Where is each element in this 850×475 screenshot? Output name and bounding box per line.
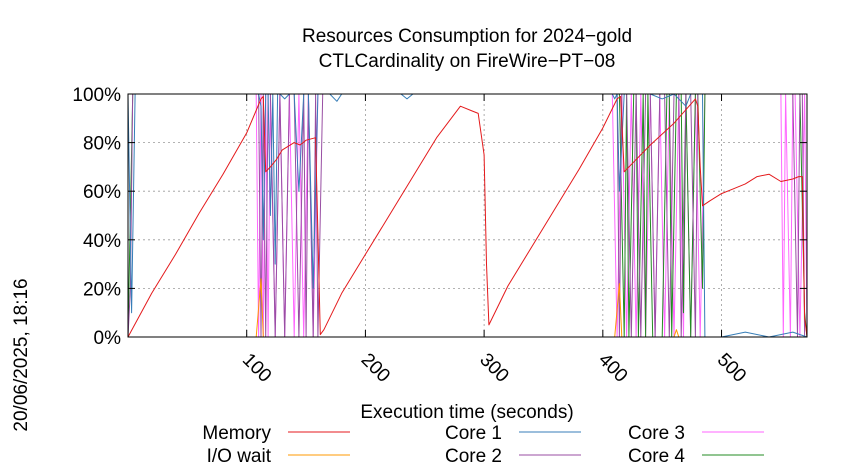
series-line-core-2 [127, 93, 807, 338]
x-tick-label: 200 [357, 349, 394, 386]
grid-lines [128, 94, 807, 337]
legend-label: Core 2 [445, 446, 502, 467]
y-tick-label: 0% [94, 328, 122, 349]
series-line-i-o-wait [128, 278, 807, 338]
x-tick-label: 400 [594, 349, 631, 386]
x-tick-label: 300 [475, 349, 512, 386]
y-axis-ticks: 0% 20% 40% 60% 80% 100% [72, 85, 807, 349]
chart-title: Resources Consumption for 2024−gold [302, 26, 632, 47]
series-line-core-1 [127, 93, 808, 338]
x-tick-label: 500 [713, 349, 750, 386]
legend-label: Core 4 [628, 446, 685, 467]
legend-label: I/O wait [207, 446, 272, 467]
series-line-core-3 [128, 93, 808, 338]
plot-series [127, 93, 808, 338]
y-tick-label: 60% [83, 182, 121, 203]
plot-frame [127, 93, 808, 338]
y-tick-label: 40% [83, 231, 121, 252]
timestamp: 20/06/2025, 18:16 [11, 278, 32, 431]
y-tick-label: 20% [83, 279, 121, 300]
series-line-core-4 [127, 93, 808, 338]
y-tick-label: 80% [83, 134, 121, 155]
chart-subtitle: CTLCardinality on FireWire−PT−08 [319, 51, 616, 72]
legend-label: Memory [202, 423, 271, 444]
legend-label: Core 1 [445, 423, 502, 444]
series-line-memory [127, 95, 808, 338]
x-axis-label: Execution time (seconds) [360, 402, 573, 423]
x-tick-label: 100 [238, 349, 275, 386]
y-tick-label: 100% [72, 85, 121, 106]
legend-label: Core 3 [628, 423, 685, 444]
